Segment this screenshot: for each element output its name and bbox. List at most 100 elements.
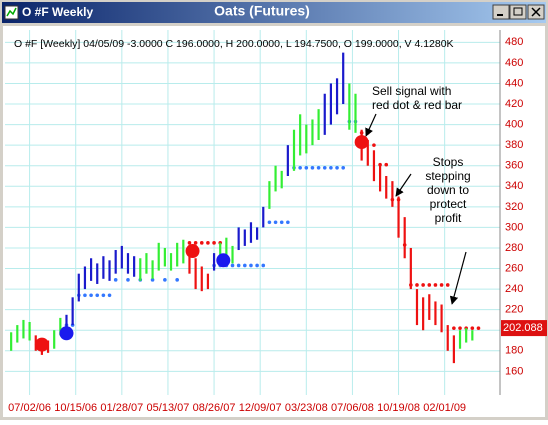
chart-title: Oats (Futures)	[214, 3, 310, 19]
maximize-button[interactable]	[509, 4, 527, 20]
quote-header: O #F [Weekly] 04/05/09 -3.0000 C 196.000…	[14, 38, 454, 50]
stop-dot	[427, 283, 432, 287]
stop-dot	[107, 293, 112, 298]
y-tick-label: 160	[505, 365, 523, 377]
y-tick-label: 180	[505, 345, 523, 357]
stop-dot	[267, 220, 272, 225]
stop-dot	[421, 283, 425, 287]
arrow	[365, 113, 377, 137]
stop-dot	[329, 165, 333, 170]
plot: 1601802002202402602803003203403603804004…	[5, 30, 547, 414]
stop-dot	[101, 293, 106, 298]
annotation: down to	[427, 183, 469, 197]
stop-dot	[316, 165, 321, 170]
signal-dot	[185, 244, 200, 259]
signal-dot	[59, 326, 74, 341]
x-tick-label: 12/09/07	[239, 402, 282, 414]
annotation: profit	[435, 211, 462, 225]
y-tick-label: 360	[505, 160, 523, 172]
stop-dot	[304, 165, 309, 170]
stop-dot	[439, 283, 444, 287]
stop-dot	[187, 241, 192, 245]
stop-dot	[273, 220, 278, 225]
x-tick-label: 08/26/07	[193, 402, 236, 414]
stop-dot	[476, 326, 481, 330]
stop-dot	[341, 165, 345, 170]
y-tick-label: 320	[505, 201, 523, 213]
stop-dot	[113, 278, 118, 282]
y-tick-label: 440	[505, 77, 523, 89]
x-tick-label: 05/13/07	[147, 402, 190, 414]
stop-dot	[249, 263, 253, 268]
stop-dot	[199, 241, 204, 245]
signal-dot	[354, 135, 369, 150]
x-tick-label: 07/02/06	[8, 402, 51, 414]
signal-dot	[34, 337, 49, 352]
last-price-box	[501, 320, 547, 337]
stop-dot	[193, 241, 198, 245]
annotation: Sell signal with	[372, 84, 451, 98]
x-tick-label: 03/23/08	[285, 402, 328, 414]
app-icon-glyph	[6, 7, 17, 17]
stop-dot	[458, 326, 462, 330]
annotation-arrows	[365, 113, 467, 305]
x-tick-label: 01/28/07	[100, 402, 143, 414]
stop-dot	[286, 220, 290, 225]
stop-dot	[279, 220, 284, 225]
x-tick-label: 07/06/08	[331, 402, 374, 414]
y-tick-label: 380	[505, 139, 523, 151]
stop-dot	[452, 326, 456, 330]
y-tick-label: 480	[505, 36, 523, 48]
stop-dot	[163, 278, 167, 282]
stop-dot	[445, 283, 450, 287]
stop-dot	[335, 165, 339, 170]
annotation: stepping	[425, 169, 470, 183]
stop-dot	[175, 278, 179, 282]
stop-dot	[83, 293, 87, 298]
stop-dot	[415, 283, 419, 287]
stop-dot	[378, 162, 382, 167]
stop-dot	[310, 165, 315, 170]
signal-dot	[216, 253, 231, 268]
x-tick-label: 10/19/08	[377, 402, 420, 414]
y-tick-label: 420	[505, 98, 523, 110]
window-title: O #F Weekly	[22, 5, 93, 19]
annotation: Stops	[433, 155, 464, 169]
x-tick-label: 10/15/06	[54, 402, 97, 414]
stop-dot	[243, 263, 247, 268]
stop-dot	[236, 263, 241, 268]
stop-dot	[433, 283, 438, 287]
stop-dot	[261, 263, 266, 268]
y-tick-label: 300	[505, 221, 523, 233]
stop-dot	[322, 165, 327, 170]
close-glyph	[531, 7, 541, 17]
minimize-button[interactable]	[492, 4, 510, 20]
stop-dot	[230, 263, 235, 268]
annotation: protect	[430, 197, 467, 211]
maximize-glyph	[513, 7, 523, 16]
last-price-label: 202.088	[503, 322, 543, 334]
title-bar	[2, 2, 546, 23]
annotation: red dot & red bar	[372, 98, 462, 112]
stop-dot	[89, 293, 93, 298]
stop-dot	[212, 241, 216, 245]
window-buttons	[492, 4, 545, 20]
arrow	[449, 251, 467, 305]
y-tick-label: 400	[505, 118, 523, 130]
stop-dot	[384, 162, 389, 167]
x-tick-label: 02/01/09	[423, 402, 466, 414]
arrow	[395, 173, 412, 197]
y-tick-label: 340	[505, 180, 523, 192]
y-tick-label: 260	[505, 262, 523, 274]
y-tick-label: 240	[505, 283, 523, 295]
stop-dot	[298, 165, 302, 170]
stop-dot	[150, 278, 155, 282]
stop-dot	[206, 241, 210, 245]
y-tick-label: 460	[505, 57, 523, 69]
stop-dot	[255, 263, 259, 268]
y-tick-label: 280	[505, 242, 523, 254]
stop-dot	[95, 293, 100, 298]
stop-dot	[126, 278, 130, 282]
stop-dot	[470, 326, 475, 330]
